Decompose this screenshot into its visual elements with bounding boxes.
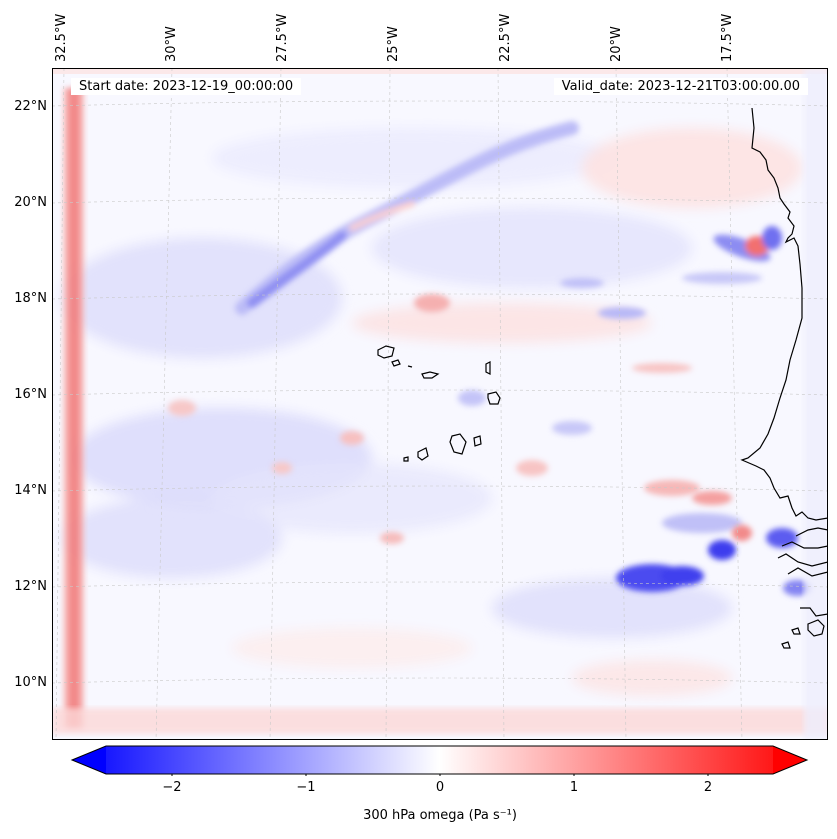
diagonal-band — [235, 121, 579, 315]
red-regions — [232, 128, 802, 696]
lat-label-12n: 12°N — [14, 579, 47, 594]
colorbar-tick-1: 1 — [569, 780, 579, 795]
blue-regions — [62, 128, 732, 638]
colorbar-extend-min — [72, 746, 106, 774]
lat-label-18n: 18°N — [14, 291, 47, 306]
gridlines — [52, 68, 828, 740]
west-african-coastline — [740, 107, 828, 649]
lat-label-20n: 20°N — [14, 195, 47, 210]
colorbar-tick-neg1: −1 — [296, 780, 316, 795]
lon-label-22-5w: 22.5°W — [498, 13, 513, 62]
colorbar-tick-neg2: −2 — [162, 780, 182, 795]
colorbar-outline — [70, 745, 809, 775]
lon-label-25w: 25°W — [386, 26, 401, 62]
cape-verde-islands — [377, 345, 501, 462]
valid-date-label: Valid_date: 2023-12-21T03:00:00.00 — [553, 78, 808, 95]
lon-label-17-5w: 17.5°W — [720, 13, 735, 62]
start-date-label: Start date: 2023-12-19_00:00:00 — [71, 78, 302, 95]
colorbar-extend-max — [773, 746, 807, 774]
omega-field-svg — [52, 68, 828, 740]
lon-label-32-5w: 32.5°W — [54, 13, 69, 62]
small-features — [168, 278, 742, 544]
colorbar-tick-2: 2 — [703, 780, 713, 795]
omega-field-map — [52, 68, 828, 740]
lat-label-10n: 10°N — [14, 675, 47, 690]
lat-label-14n: 14°N — [14, 483, 47, 498]
colorbar-ticks — [171, 774, 709, 776]
lon-label-30w: 30°W — [164, 26, 179, 62]
colorbar — [70, 745, 809, 776]
lat-label-22n: 22°N — [14, 99, 47, 114]
lon-label-20w: 20°W — [609, 26, 624, 62]
lat-label-16n: 16°N — [14, 387, 47, 402]
colorbar-gradient — [72, 746, 807, 774]
colorbar-tick-0: 0 — [435, 780, 445, 795]
lon-label-27-5w: 27.5°W — [275, 13, 290, 62]
colorbar-label: 300 hPa omega (Pa s⁻¹) — [363, 808, 517, 823]
